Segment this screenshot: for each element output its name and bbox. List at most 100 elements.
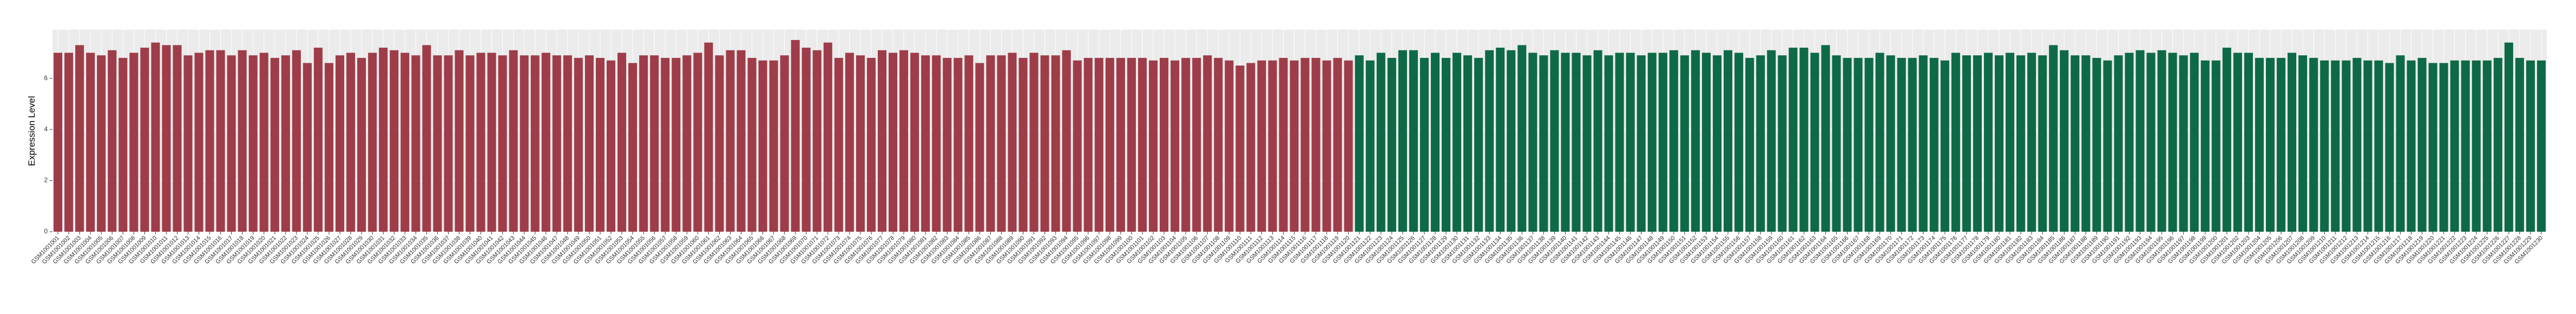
bar <box>2288 53 2297 232</box>
bar <box>1116 57 1125 232</box>
bar <box>97 55 106 232</box>
bar <box>1897 57 1906 232</box>
bar <box>2417 57 2427 232</box>
bar <box>259 53 268 232</box>
bar <box>520 55 529 232</box>
bar <box>1507 50 1516 232</box>
bar <box>2385 63 2394 232</box>
bar <box>910 53 919 232</box>
bar <box>1908 57 1917 232</box>
bar <box>1203 55 1212 232</box>
bar <box>1951 53 1960 232</box>
bar <box>1886 55 1895 232</box>
bar <box>747 57 757 232</box>
bar <box>1778 55 1787 232</box>
bar <box>2352 57 2362 232</box>
bar <box>1995 55 2004 232</box>
bar <box>964 55 974 232</box>
bar <box>2081 55 2091 232</box>
bar <box>1171 60 1180 232</box>
bar <box>812 50 822 232</box>
bar <box>1430 53 1440 232</box>
bar <box>2472 60 2481 232</box>
bar <box>1615 53 1624 232</box>
bar <box>866 57 876 232</box>
bar <box>476 53 485 232</box>
bar <box>975 63 984 232</box>
bar <box>877 50 887 232</box>
bar <box>379 48 388 232</box>
bar <box>574 57 583 232</box>
bar <box>2016 55 2026 232</box>
bar <box>1159 57 1169 232</box>
bar <box>2493 57 2502 232</box>
bar <box>281 55 290 232</box>
bar <box>509 50 518 232</box>
bar <box>823 42 832 232</box>
bar <box>2114 55 2123 232</box>
bar <box>639 55 648 232</box>
bar <box>1453 53 1462 232</box>
bar <box>1929 57 1938 232</box>
bar <box>628 63 638 232</box>
bar <box>672 57 681 232</box>
bar <box>1018 57 1028 232</box>
bar <box>2265 57 2275 232</box>
bar <box>140 48 149 232</box>
bar <box>2407 60 2416 232</box>
bar <box>1008 53 1017 232</box>
bar <box>151 42 160 232</box>
bar <box>162 45 171 232</box>
bar <box>227 55 236 232</box>
bar <box>1789 48 1798 232</box>
bar <box>1832 55 1841 232</box>
bar <box>368 53 377 232</box>
bar <box>2461 60 2470 232</box>
bar <box>2222 48 2231 232</box>
bar <box>1442 57 1451 232</box>
bar <box>650 55 659 232</box>
bar <box>1062 50 1071 232</box>
bar <box>1409 50 1418 232</box>
bar <box>75 45 84 232</box>
bar <box>1767 50 1776 232</box>
bar <box>1387 57 1396 232</box>
bar <box>1279 57 1288 232</box>
bar <box>422 45 431 232</box>
bar <box>64 53 74 232</box>
bar <box>487 53 496 232</box>
bar <box>899 50 909 232</box>
bar <box>324 63 334 232</box>
bar <box>2006 53 2015 232</box>
bar <box>856 55 865 232</box>
bar <box>1810 53 1819 232</box>
bar <box>2342 60 2351 232</box>
bar <box>845 53 854 232</box>
bar <box>2135 50 2145 232</box>
bar <box>2092 57 2101 232</box>
bar <box>400 53 410 232</box>
bar <box>86 53 95 232</box>
bar <box>1626 53 1635 232</box>
bar <box>1604 55 1613 232</box>
bar <box>2233 53 2242 232</box>
bar <box>129 53 139 232</box>
bar <box>2071 55 2080 232</box>
bar <box>1821 45 1830 232</box>
bar <box>1290 60 1299 232</box>
bar <box>1127 57 1136 232</box>
bar <box>1148 60 1158 232</box>
bar <box>682 55 692 232</box>
bar <box>1322 60 1331 232</box>
bar <box>1094 57 1103 232</box>
bar <box>1940 60 1949 232</box>
bar <box>1333 57 1342 232</box>
bar <box>2482 60 2492 232</box>
bar <box>1496 48 1505 232</box>
bar <box>997 55 1006 232</box>
bar <box>1073 60 1082 232</box>
bar <box>216 50 225 232</box>
bar <box>791 40 800 232</box>
